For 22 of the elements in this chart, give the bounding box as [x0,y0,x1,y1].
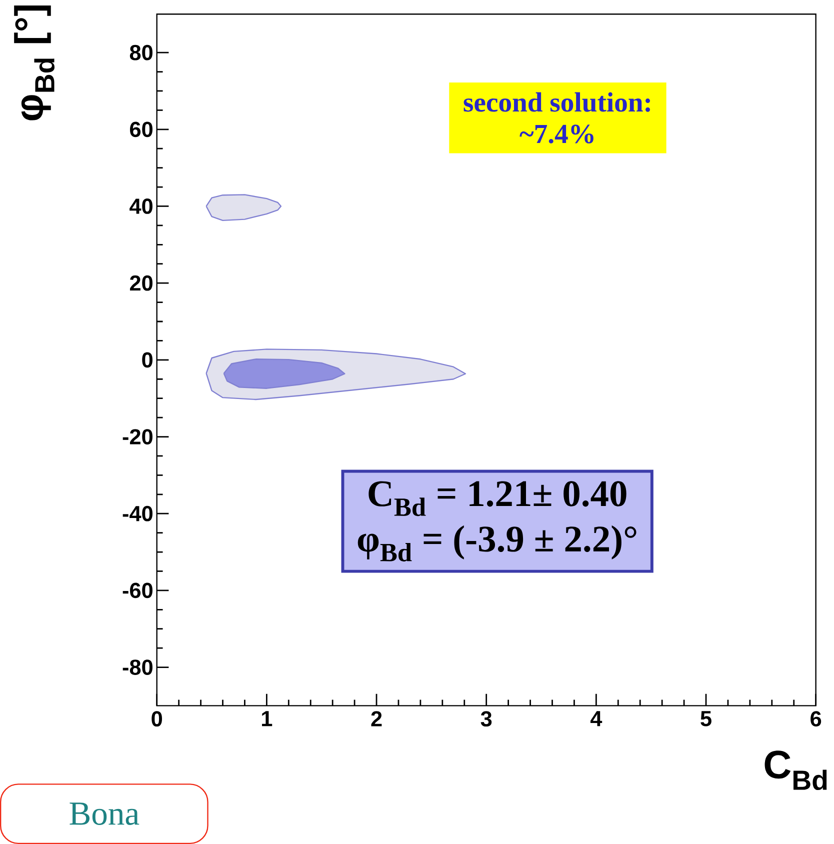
y-tick-label: -40 [123,506,153,522]
text: Bona [70,802,140,825]
x-tick-label: 1 [262,711,272,726]
x-axis-title: C$_{Bd}$ [764,750,827,790]
y-tick-label: -80 [123,660,153,675]
x-tick-label: 4 [590,711,602,726]
y-axis-title: φ$_{Bd}$ [°] [14,5,55,120]
annotation: φ$_{Bd}$ = (-3.9 ± 2.2)° [358,525,636,562]
annotation: second solution: [464,92,650,112]
y-tick-label: 0 [142,352,153,368]
y-tick-label: 20 [130,275,153,291]
y-tick-label: 60 [130,122,153,138]
x-tick-label: 2 [371,711,382,726]
y-tick-label: 40 [130,198,153,214]
x-tick-label: 6 [810,711,822,727]
y-tick-label: -20 [123,429,153,444]
x-tick-label: 5 [700,711,712,726]
annotation: ~7.4% [520,124,594,144]
y-tick-label: 80 [130,44,153,60]
annotation: C$_{Bd}$ = 1.21± 0.40 [368,481,627,516]
y-tick-label: -60 [123,582,153,598]
x-tick-label: 3 [481,711,492,727]
